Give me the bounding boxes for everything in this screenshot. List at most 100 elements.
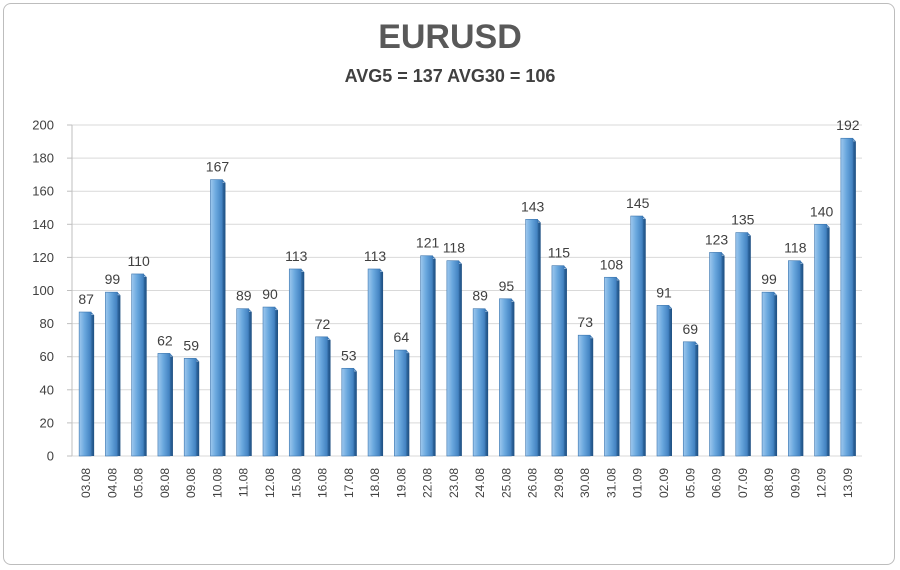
x-tick-label: 24.08 — [473, 468, 487, 498]
data-label: 72 — [315, 316, 331, 332]
bar-side — [747, 235, 751, 456]
bar — [551, 265, 565, 457]
bars — [78, 137, 856, 457]
bar-side — [353, 371, 357, 456]
data-label: 53 — [341, 347, 357, 363]
bar-side — [616, 280, 620, 456]
bar — [604, 276, 617, 457]
bar-side — [169, 356, 173, 456]
bar-side — [563, 268, 567, 456]
x-tick-label: 17.08 — [342, 468, 356, 498]
bar-side — [380, 271, 384, 456]
bar-side — [117, 295, 121, 456]
data-label: 118 — [443, 240, 466, 256]
data-label: 110 — [128, 253, 151, 269]
x-tick-label: 03.08 — [79, 468, 93, 498]
bar — [525, 219, 538, 457]
y-tick-label: 80 — [40, 316, 54, 331]
bar — [709, 252, 722, 457]
bar-side — [327, 339, 331, 456]
bar — [761, 291, 775, 457]
bar-side — [642, 219, 646, 456]
data-label: 113 — [364, 248, 387, 264]
data-label: 145 — [626, 195, 650, 211]
x-tick-label: 22.08 — [421, 468, 435, 498]
data-label: 99 — [761, 271, 777, 287]
bar-side — [537, 222, 541, 456]
bar — [288, 268, 302, 457]
data-label: 143 — [521, 198, 545, 214]
bar-side — [590, 338, 594, 456]
x-tick-label: 09.09 — [788, 468, 802, 498]
bar-side — [248, 311, 252, 456]
data-label: 108 — [600, 256, 624, 272]
x-tick-label: 30.08 — [578, 468, 592, 498]
data-label: 192 — [836, 117, 860, 133]
x-tick-label: 26.08 — [526, 468, 540, 498]
x-tick-label: 09.08 — [184, 468, 198, 498]
bar — [472, 308, 486, 457]
bar — [183, 358, 197, 457]
bar — [341, 367, 355, 457]
bar-side — [774, 295, 778, 456]
bar — [315, 336, 328, 457]
x-tick-label: 18.08 — [368, 468, 382, 498]
x-tick-label: 19.08 — [394, 468, 408, 498]
data-label: 59 — [183, 337, 199, 353]
data-label: 89 — [472, 288, 488, 304]
y-tick-label: 120 — [32, 250, 54, 265]
bar — [131, 273, 144, 457]
bar — [210, 179, 223, 457]
bar — [157, 353, 171, 457]
data-label: 115 — [548, 245, 571, 261]
y-tick-label: 20 — [40, 415, 54, 430]
x-tick-label: 10.08 — [210, 468, 224, 498]
bar — [262, 306, 276, 457]
bar-side — [458, 263, 462, 456]
x-tick-label: 12.09 — [815, 468, 829, 498]
data-label: 62 — [157, 332, 173, 348]
data-label: 123 — [705, 231, 729, 247]
bar-side — [485, 311, 489, 456]
data-label: 69 — [682, 321, 698, 337]
bar — [788, 260, 801, 457]
data-label: 89 — [236, 288, 252, 304]
x-tick-label: 02.09 — [657, 468, 671, 498]
bar-side — [222, 182, 226, 457]
y-tick-label: 60 — [40, 349, 54, 364]
bar-side — [275, 310, 278, 456]
bar — [577, 334, 591, 457]
gridlines — [67, 124, 862, 457]
bar-side — [406, 353, 410, 456]
x-tick-label: 13.09 — [841, 468, 855, 498]
bar-side — [800, 263, 804, 456]
bar — [394, 349, 407, 457]
x-tick-label: 16.08 — [316, 468, 330, 498]
x-tick-label: 06.09 — [710, 468, 724, 498]
x-tick-label: 12.08 — [263, 468, 277, 498]
data-label: 91 — [656, 284, 672, 300]
y-axis-ticks: 0 20 40 60 80 100 120 140 160 180 200 — [32, 118, 54, 464]
data-label: 90 — [262, 286, 278, 302]
bar-side — [196, 361, 200, 456]
bar-side — [301, 271, 305, 456]
bar — [814, 224, 827, 457]
data-label: 73 — [577, 314, 593, 330]
x-tick-label: 01.09 — [631, 468, 645, 498]
bar — [105, 291, 118, 457]
bar-side — [669, 308, 672, 456]
data-label: 64 — [394, 329, 410, 345]
bar — [367, 268, 381, 457]
data-label: 95 — [499, 278, 515, 294]
data-label: 135 — [731, 212, 755, 228]
bar-side — [852, 141, 856, 457]
y-tick-label: 140 — [32, 217, 54, 232]
x-tick-label: 08.08 — [158, 468, 172, 498]
x-axis-ticks: 03.08 04.08 05.08 08.08 09.08 10.08 11.08 12.08… — [79, 468, 855, 498]
x-tick-label: 11.08 — [237, 468, 251, 497]
data-label: 140 — [810, 203, 834, 219]
bar — [78, 311, 92, 457]
bar-side — [432, 258, 436, 456]
y-tick-label: 40 — [40, 382, 54, 397]
